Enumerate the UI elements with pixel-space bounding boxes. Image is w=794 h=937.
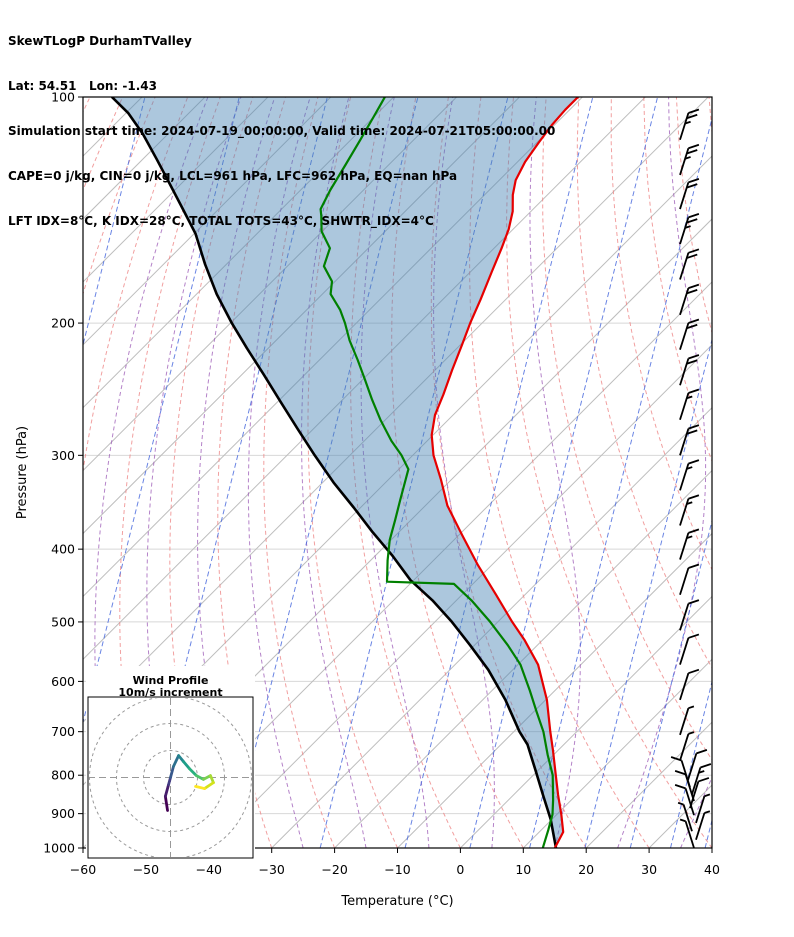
isotherms: [83, 97, 712, 848]
parcel-curve: [110, 97, 558, 848]
hodograph-subtitle: 10m/s increment: [118, 686, 222, 699]
x-tick-label: 20: [578, 862, 594, 877]
dry-adiabats: [83, 97, 712, 848]
y-tick-label: 900: [51, 806, 75, 821]
plot-frame: [82, 96, 713, 849]
y-tick-label: 600: [51, 674, 75, 689]
figure-header: SkewTLogP DurhamTValley Lat: 54.51 Lon: …: [8, 4, 555, 259]
y-axis: 100 200 300 400 500 600 700 800 900 1000: [43, 90, 83, 856]
y-tick-label: 400: [51, 542, 75, 557]
hodograph-trace-segment: [163, 795, 169, 812]
hodograph-ring: [89, 698, 252, 857]
hodograph-title: Wind Profile: [133, 674, 209, 687]
moist-adiabats: [94, 97, 712, 848]
x-tick-label: −40: [196, 862, 222, 877]
hodograph-ring: [116, 723, 225, 832]
hodograph-trace-segment: [187, 767, 198, 778]
cape-line: CAPE=0 j/kg, CIN=0 j/kg, LCL=961 hPa, LF…: [8, 169, 458, 183]
x-tick-label: 40: [704, 862, 720, 877]
y-tick-label: 500: [51, 614, 75, 629]
figure-title: SkewTLogP DurhamTValley: [8, 34, 192, 48]
y-axis-title: Pressure (hPa): [15, 426, 30, 519]
x-tick-label: −50: [133, 862, 159, 877]
y-tick-label: 100: [51, 90, 75, 105]
hodograph-trace-segment: [194, 785, 206, 790]
x-tick-label: −60: [70, 862, 96, 877]
hodograph-trace-segment: [203, 781, 215, 790]
y-tick-label: 1000: [43, 841, 75, 856]
y-tick-label: 800: [51, 768, 75, 783]
dewpoint-curve: [319, 97, 555, 848]
hodograph-trace-segment: [169, 765, 175, 779]
sounding-shading: [111, 97, 579, 848]
temperature-curve: [430, 97, 579, 848]
x-tick-label: −10: [384, 862, 410, 877]
x-tick-label: 30: [641, 862, 657, 877]
x-tick-label: −20: [321, 862, 347, 877]
x-tick-label: −30: [259, 862, 285, 877]
y-tick-label: 200: [51, 316, 75, 331]
chart-background: [83, 97, 712, 848]
hodograph-trace-segment: [163, 783, 171, 798]
x-axis-title: Temperature (°C): [340, 894, 453, 909]
indices-line: LFT IDX=8°C, K IDX=28°C, TOTAL TOTS=43°C…: [8, 214, 434, 228]
times-line: Simulation start time: 2024-07-19_00:00:…: [8, 124, 556, 138]
hodograph-trace-segment: [182, 760, 191, 770]
y-tick-label: 300: [51, 448, 75, 463]
wind-barbs: [670, 108, 712, 849]
y-tick-label: 700: [51, 724, 75, 739]
x-tick-label: 10: [515, 862, 531, 877]
hodograph-trace-segment: [172, 754, 181, 768]
x-tick-label: 0: [456, 862, 464, 877]
coords-line: Lat: 54.51 Lon: -1.43: [8, 79, 157, 93]
